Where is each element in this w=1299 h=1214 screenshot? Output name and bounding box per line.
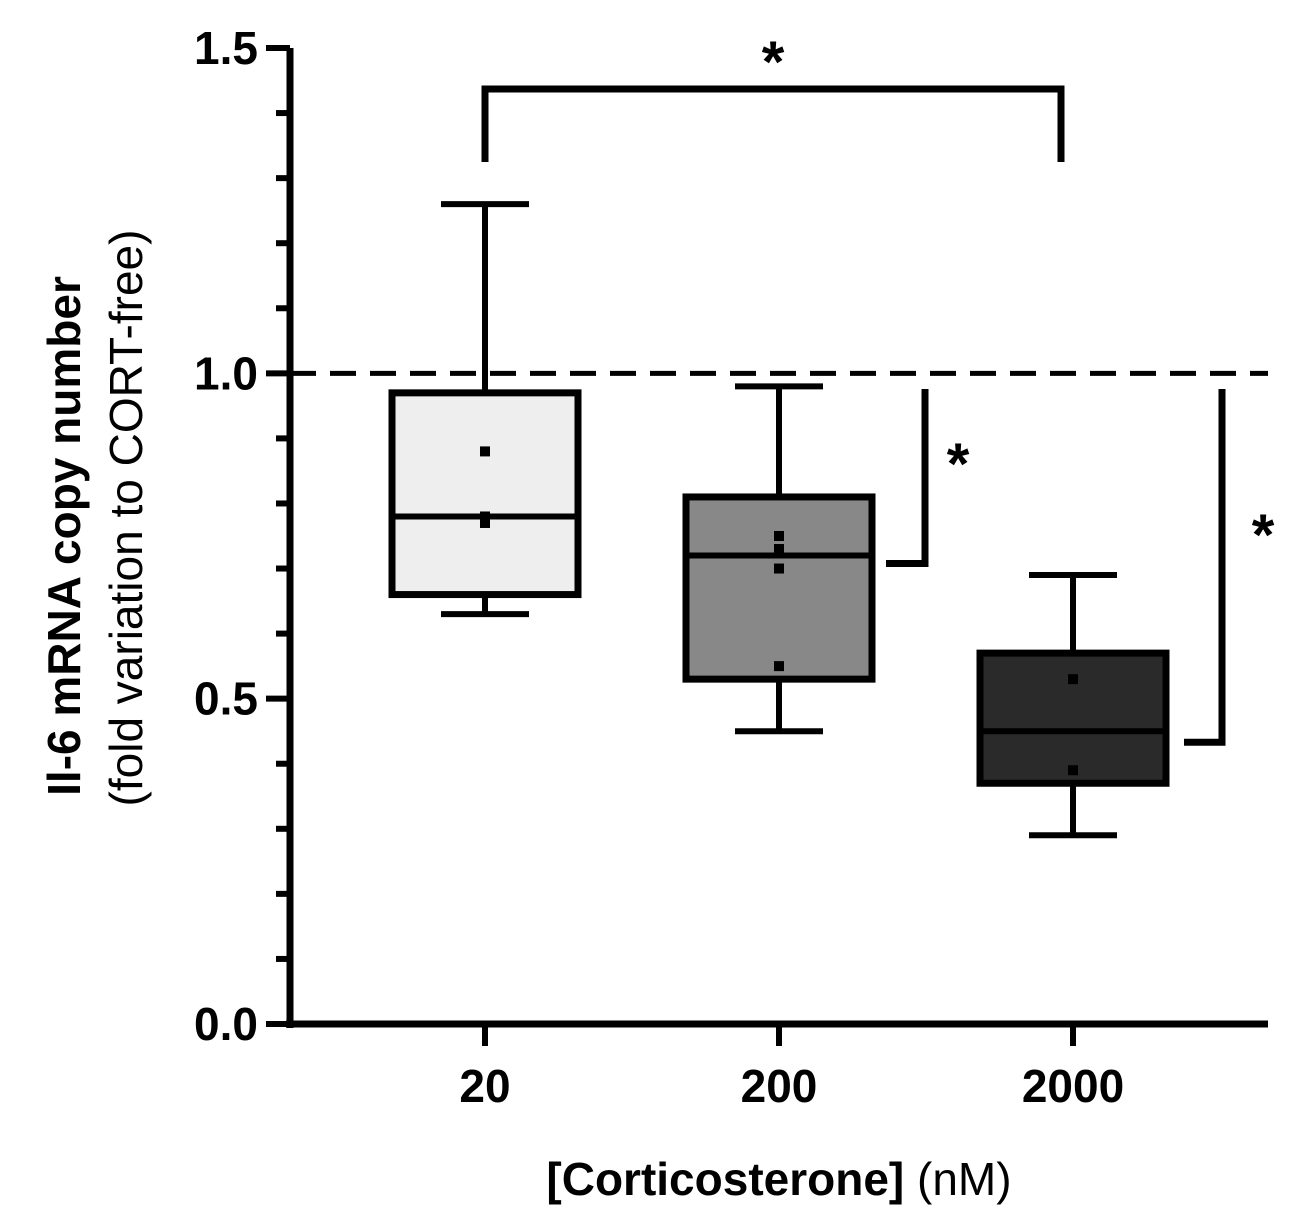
x-axis-title-main: [Corticosterone] [546,1153,904,1205]
data-point [480,446,490,457]
x-axis-title: [Corticosterone] (nM) [546,1153,1011,1205]
data-point [480,517,490,528]
significance-bracket-20-2000: * [481,30,1065,162]
y-tick-label: 0.5 [194,673,258,725]
significance-bracket-2000: * [1184,389,1275,746]
y-tick-label: 0.0 [194,998,258,1050]
bracket-line [481,85,1065,162]
box-200 [682,383,876,735]
box-body [388,389,582,599]
box-20 [388,201,582,618]
data-point [774,563,784,574]
y-axis-title: Il-6 mRNA copy number [38,276,90,796]
x-axis-title-unit: (nM) [904,1153,1011,1205]
data-point [774,661,784,672]
bracket-line [886,389,929,568]
significance-star: * [947,432,970,497]
y-axis-subtitle: (fold variation to CORT-free) [100,230,152,807]
significance-star: * [762,30,785,95]
box-2000 [976,572,1170,839]
significance-star: * [1252,503,1275,568]
x-tick-label: 200 [741,1060,818,1112]
data-point [480,511,490,522]
x-tick-label: 20 [459,1060,510,1112]
y-tick-label: 1.0 [194,347,258,399]
y-axis-title-main: Il-6 mRNA copy number [38,276,90,796]
y-tick-label: 1.5 [194,22,258,74]
significance-bracket-200: * [886,389,970,568]
data-point [1068,674,1078,685]
data-point [1068,765,1078,776]
bracket-line [1184,389,1226,746]
box-body [976,649,1170,787]
data-point [774,531,784,541]
x-tick-label: 2000 [1022,1060,1124,1112]
data-point [774,544,784,555]
box-body [682,493,876,683]
